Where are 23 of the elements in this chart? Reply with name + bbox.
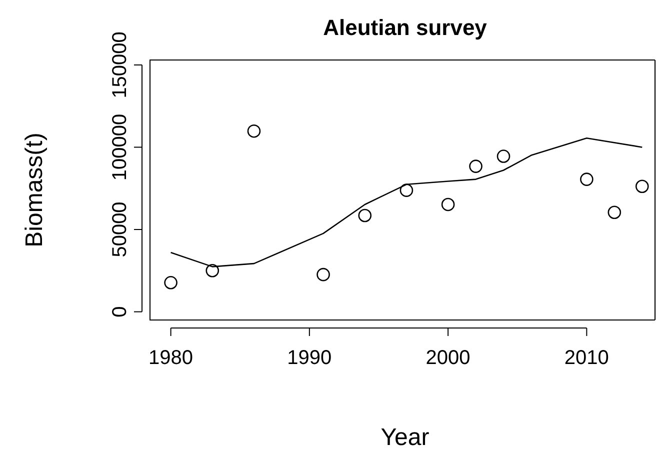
point: [635, 180, 649, 194]
point: [496, 150, 510, 163]
point: [469, 160, 482, 173]
point: [580, 172, 594, 186]
point: [206, 264, 220, 278]
point: [247, 124, 261, 138]
point: [608, 206, 622, 220]
x-tick-label: 1990: [287, 347, 332, 369]
y-tick-label: 0: [109, 306, 131, 318]
chart-title: Aleutian survey: [323, 15, 488, 40]
y-tick-label: 150000: [109, 32, 131, 98]
point: [316, 268, 330, 282]
x-tick-label: 2010: [564, 347, 609, 369]
y-axis-title: Biomass(t): [21, 132, 48, 248]
point: [164, 276, 178, 290]
point: [400, 184, 414, 197]
point: [358, 208, 372, 222]
y-tick-label: 100000: [109, 114, 131, 181]
x-axis-title: Year: [380, 424, 430, 451]
y-tick-label: 50000: [109, 202, 131, 258]
point: [441, 198, 455, 212]
x-tick-label: 2000: [426, 347, 470, 369]
x-tick-label: 1980: [148, 347, 194, 369]
